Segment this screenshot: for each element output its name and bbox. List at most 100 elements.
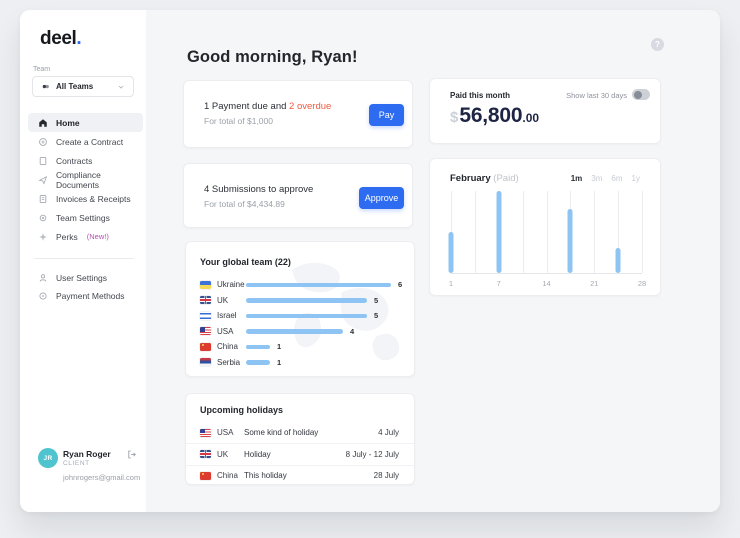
team-bar-value: 5 — [374, 295, 379, 305]
country-label: Serbia — [217, 357, 241, 367]
flag-usa-icon — [200, 327, 211, 336]
gridline — [546, 191, 548, 273]
gear-icon — [38, 213, 48, 223]
holiday-name: Some kind of holiday — [244, 428, 319, 438]
sidebar-item-contracts[interactable]: Contracts — [28, 151, 143, 170]
paid-this-month-card: Paid this month $ 56,800 .00 Show last 3… — [429, 78, 661, 144]
sidebar-item-label: Team Settings — [56, 212, 110, 223]
payment-circle-icon — [38, 291, 48, 301]
team-bar-value: 1 — [277, 357, 282, 367]
logout-icon[interactable] — [126, 449, 137, 460]
month-chart-bar — [615, 248, 621, 273]
x-tick-label: 7 — [496, 279, 501, 288]
holidays-list: USA Some kind of holiday 4 July UK Holid… — [186, 422, 414, 486]
country-label: UK — [217, 295, 229, 305]
holiday-country: UK — [217, 449, 229, 459]
range-option-1y[interactable]: 1y — [631, 174, 640, 183]
sidebar-item-perks[interactable]: Perks (New!) — [28, 227, 143, 246]
app-window: deel. Team All Teams Home Create a Contr… — [20, 10, 720, 512]
amount-value: 56,800 — [459, 104, 523, 127]
team-bar — [246, 298, 367, 303]
pay-button[interactable]: Pay — [369, 104, 404, 126]
primary-nav: Home Create a Contract Contracts Complia… — [28, 113, 143, 246]
team-bar-value: 5 — [374, 311, 379, 321]
overdue-text: 2 overdue — [289, 101, 332, 112]
amount-cents: .00 — [522, 111, 540, 125]
flag-ukraine-icon — [200, 280, 211, 289]
team-bar-value: 6 — [398, 280, 403, 290]
x-tick-label: 21 — [590, 279, 599, 288]
user-block: JR Ryan Roger CLIENT johnrogers@gmail.co… — [20, 442, 146, 512]
paid-amount: $ 56,800 .00 — [450, 104, 539, 128]
month-chart-plot — [448, 191, 643, 274]
flag-uk-icon — [200, 296, 211, 305]
country-label: China — [217, 342, 238, 352]
global-team-title: Your global team (22) — [200, 257, 291, 267]
range-option-6m[interactable]: 6m — [611, 174, 623, 183]
month-chart-bar — [448, 232, 454, 273]
gridline — [618, 191, 620, 273]
toggle-knob — [633, 90, 642, 99]
gridline — [522, 191, 524, 273]
global-team-card: Your global team (22) Ukraine 6 UK 5 Isr… — [185, 241, 415, 377]
team-bar — [246, 344, 270, 349]
range-option-1m[interactable]: 1m — [570, 174, 583, 183]
team-bar-value: 4 — [350, 326, 355, 336]
sidebar-item-label: Home — [56, 117, 80, 128]
holiday-date: 4 July — [378, 428, 399, 438]
show-last-30-days-label: Show last 30 days — [566, 91, 627, 100]
range-selector: 1m 3m 6m 1y — [571, 174, 640, 183]
approve-button[interactable]: Approve — [359, 187, 404, 209]
team-row: UK 5 — [186, 293, 414, 309]
submissions-title: 4 Submissions to approve — [204, 184, 314, 195]
holiday-country: USA — [217, 428, 234, 438]
sidebar-item-user-settings[interactable]: User Settings — [28, 269, 143, 287]
payment-due-card: 1 Payment due and 2 overdue For total of… — [183, 80, 413, 148]
gridline — [594, 191, 596, 273]
range-option-3m[interactable]: 3m — [591, 174, 603, 183]
receipt-icon — [38, 194, 48, 204]
team-bar — [246, 360, 270, 365]
flag-usa-icon — [200, 428, 211, 437]
month-chart-title: February (Paid) — [450, 173, 519, 184]
sidebar-item-label: User Settings — [56, 273, 108, 283]
sidebar-item-label: Compliance Documents — [56, 169, 101, 190]
show-last-30-days-toggle[interactable] — [632, 89, 650, 100]
upcoming-holidays-title: Upcoming holidays — [200, 405, 284, 415]
month-payments-card: February (Paid) 1m 3m 6m 1y 1 7 14 21 28 — [429, 158, 661, 296]
team-selector-value: All Teams — [56, 82, 94, 91]
team-selector[interactable]: All Teams — [32, 76, 134, 97]
team-row: China 1 — [186, 339, 414, 355]
team-bar — [246, 329, 343, 334]
sidebar-item-compliance-documents[interactable]: Compliance Documents — [28, 169, 143, 190]
star-icon — [38, 232, 48, 242]
sidebar-item-create-contract[interactable]: Create a Contract — [28, 132, 143, 151]
flag-serbia-icon — [200, 358, 211, 367]
user-name: Ryan Roger — [63, 449, 111, 459]
sidebar: deel. Team All Teams Home Create a Contr… — [20, 10, 146, 512]
x-tick-label: 1 — [448, 279, 454, 288]
sidebar-item-home[interactable]: Home — [28, 113, 143, 132]
team-bar — [246, 282, 391, 287]
team-label: Team — [33, 66, 51, 73]
help-icon: ? — [655, 40, 660, 49]
paper-plane-icon — [38, 175, 48, 185]
payment-due-subtitle: For total of $1,000 — [204, 116, 273, 126]
sidebar-item-label: Invoices & Receipts — [56, 193, 131, 204]
holiday-row: USA Some kind of holiday 4 July — [186, 422, 414, 443]
sidebar-item-team-settings[interactable]: Team Settings — [28, 208, 143, 227]
country-label: USA — [217, 326, 234, 336]
gridline — [474, 191, 476, 273]
help-button[interactable]: ? — [651, 38, 664, 51]
currency-symbol: $ — [450, 109, 459, 126]
flag-uk-icon — [200, 450, 211, 459]
team-row: Israel 5 — [186, 308, 414, 324]
month-chart-x-ticks: 1 7 14 21 28 — [448, 279, 646, 289]
sidebar-item-payment-methods[interactable]: Payment Methods — [28, 287, 143, 305]
upcoming-holidays-card: Upcoming holidays USA Some kind of holid… — [185, 393, 415, 485]
sidebar-item-invoices-receipts[interactable]: Invoices & Receipts — [28, 189, 143, 208]
sidebar-item-label: Payment Methods — [56, 291, 125, 301]
sidebar-item-label: Contracts — [56, 155, 93, 166]
holiday-date: 28 July — [373, 471, 399, 481]
